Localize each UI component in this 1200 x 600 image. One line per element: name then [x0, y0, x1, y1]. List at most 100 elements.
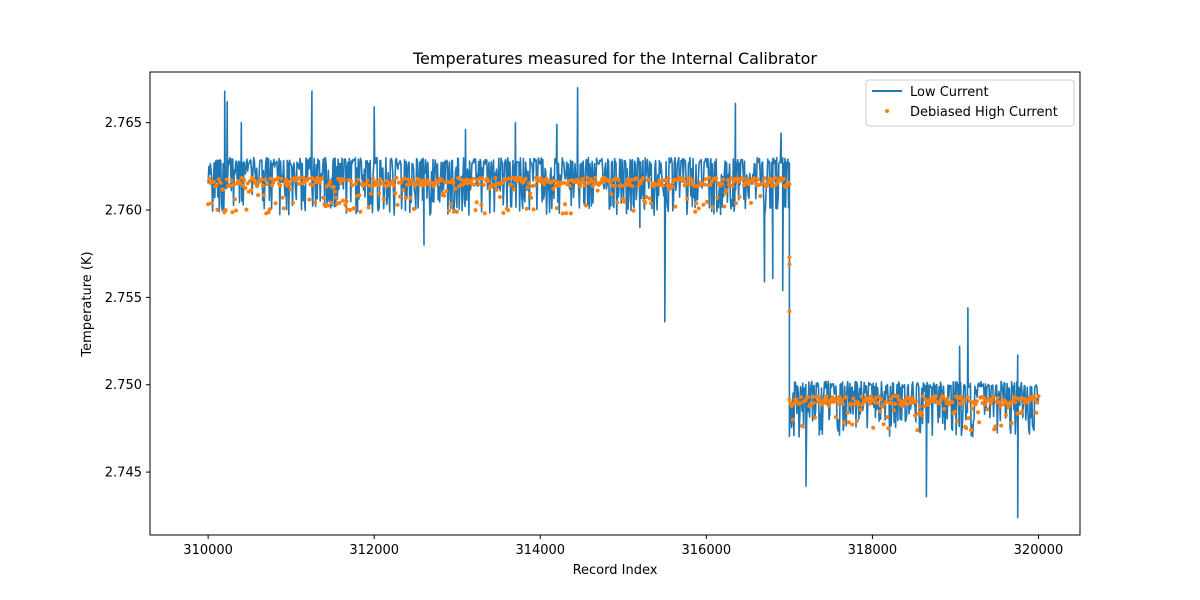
high-current-point — [581, 179, 586, 184]
high-current-point — [643, 200, 648, 205]
high-current-point — [288, 187, 293, 192]
high-current-point — [216, 177, 221, 182]
high-current-point — [858, 407, 863, 412]
high-current-point — [446, 208, 451, 213]
high-current-point — [557, 183, 562, 188]
high-current-point — [358, 209, 363, 214]
high-current-point — [976, 410, 980, 415]
high-current-point — [344, 199, 349, 204]
high-current-point — [306, 176, 311, 181]
x-tick-label: 312000 — [349, 543, 399, 558]
high-current-point — [279, 176, 284, 181]
high-current-point — [215, 207, 220, 212]
high-current-point — [629, 177, 634, 182]
high-current-point — [320, 176, 325, 181]
x-tick-label: 316000 — [682, 543, 732, 558]
high-current-point — [880, 404, 885, 409]
high-current-point — [265, 182, 270, 187]
high-current-point — [974, 399, 979, 404]
high-current-point — [451, 181, 456, 186]
high-current-point — [364, 182, 369, 187]
high-current-point — [449, 202, 454, 207]
high-current-point — [613, 183, 617, 188]
high-current-point — [724, 188, 729, 193]
high-current-point — [1009, 421, 1014, 426]
high-current-point — [666, 176, 671, 181]
high-current-point — [525, 185, 530, 190]
high-current-point — [436, 179, 441, 184]
high-current-point — [996, 400, 1001, 405]
high-current-point — [813, 415, 817, 420]
high-current-point — [822, 397, 827, 402]
high-current-point — [211, 179, 216, 184]
high-current-point — [608, 180, 613, 184]
high-current-point — [685, 196, 690, 201]
high-current-point — [884, 400, 888, 404]
high-current-point — [969, 428, 973, 432]
high-current-point — [332, 189, 337, 194]
high-current-point — [349, 179, 354, 184]
high-current-point — [899, 399, 904, 404]
high-current-point — [873, 396, 878, 400]
high-current-point — [444, 189, 449, 194]
high-current-point — [432, 182, 437, 187]
high-current-point — [915, 428, 920, 433]
high-current-point — [523, 176, 528, 181]
high-current-point — [797, 401, 802, 406]
high-current-point — [411, 207, 416, 211]
high-current-point — [875, 401, 880, 406]
high-current-point — [1033, 397, 1037, 402]
high-current-point — [999, 423, 1004, 428]
high-current-point — [942, 406, 947, 411]
high-current-point — [544, 176, 549, 181]
high-current-point — [447, 180, 452, 185]
high-current-point — [893, 401, 898, 406]
high-current-point — [609, 192, 614, 197]
high-current-point — [638, 181, 643, 186]
high-current-point — [486, 179, 491, 183]
high-current-point — [567, 183, 572, 188]
high-current-point — [665, 183, 670, 188]
high-current-point — [1020, 409, 1025, 414]
high-current-point — [921, 394, 926, 399]
high-current-point — [473, 208, 478, 213]
high-current-point — [273, 201, 278, 206]
high-current-point — [836, 401, 841, 406]
high-current-point — [631, 208, 636, 213]
high-current-point — [740, 176, 745, 181]
high-current-point — [895, 394, 900, 399]
high-current-point — [761, 181, 766, 186]
high-current-point — [982, 402, 987, 407]
high-current-point — [471, 176, 476, 181]
high-current-point — [752, 176, 757, 181]
high-current-point — [375, 183, 380, 187]
high-current-point — [725, 178, 730, 183]
high-current-point — [857, 402, 862, 407]
high-current-point — [704, 199, 709, 204]
high-current-point — [644, 195, 649, 199]
high-current-point — [578, 184, 583, 189]
high-current-point — [554, 206, 559, 211]
high-current-point — [889, 401, 894, 406]
high-current-point — [922, 404, 927, 409]
high-current-point — [701, 202, 706, 207]
high-current-point — [259, 177, 264, 182]
high-current-point — [338, 180, 343, 185]
high-current-point — [561, 180, 566, 185]
high-current-point — [767, 176, 772, 181]
high-current-point — [234, 208, 238, 213]
high-current-point — [325, 203, 330, 208]
y-tick-label: 2.765 — [105, 116, 142, 131]
high-current-point — [291, 200, 295, 205]
high-current-point — [566, 179, 571, 183]
high-current-point — [281, 206, 286, 211]
high-current-point — [824, 394, 829, 399]
high-current-point — [507, 176, 512, 181]
high-current-point — [425, 178, 430, 183]
high-current-point — [314, 180, 319, 185]
high-current-point — [582, 183, 587, 188]
high-current-point — [391, 179, 395, 183]
high-current-point — [1027, 399, 1032, 403]
high-current-point — [964, 426, 969, 431]
high-current-point — [710, 205, 715, 210]
